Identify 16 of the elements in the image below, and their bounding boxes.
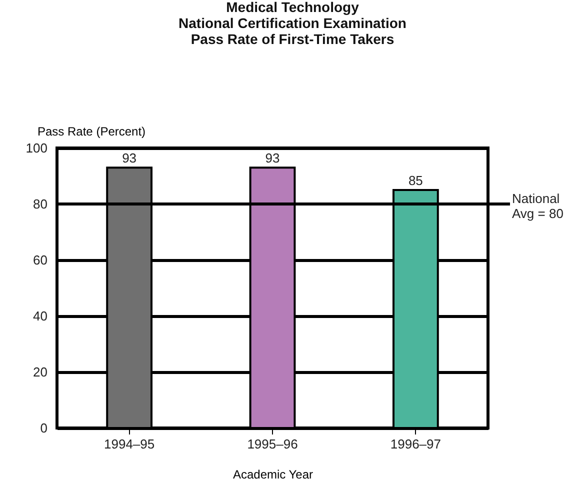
x-axis-title: Academic Year bbox=[232, 468, 314, 482]
data-label: 93 bbox=[265, 150, 280, 166]
chart-title: Medical Technology National Certification Examination Pass Rate of First-Time Takers bbox=[178, 0, 406, 47]
y-tick-label: 40 bbox=[33, 308, 48, 324]
data-label: 85 bbox=[408, 173, 423, 188]
data-label: 93 bbox=[122, 150, 137, 166]
y-tick-label: 80 bbox=[33, 196, 48, 212]
y-tick-label: 100 bbox=[26, 140, 48, 156]
x-tick-label: 1994–95 bbox=[104, 436, 155, 452]
y-axis-title: Pass Rate (Percent) bbox=[38, 124, 146, 138]
ref-line-label: National Avg = 80 bbox=[512, 191, 564, 221]
y-tick-label: 20 bbox=[33, 364, 48, 380]
x-tick-label: 1995–96 bbox=[247, 436, 298, 452]
x-tick-label: 1996–97 bbox=[390, 436, 441, 452]
y-tick-label: 0 bbox=[40, 420, 48, 436]
y-tick-label: 60 bbox=[33, 252, 48, 268]
